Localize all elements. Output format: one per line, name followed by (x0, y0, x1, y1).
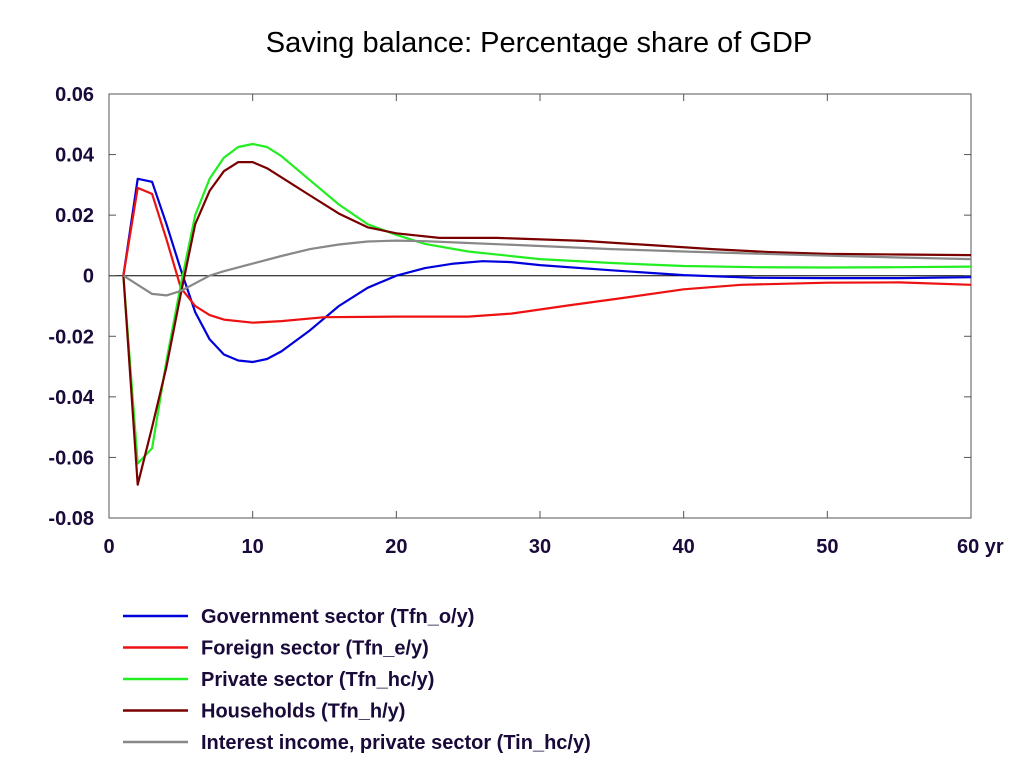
y-tick-label: 0 (83, 266, 94, 288)
x-tick-label: 40 (673, 536, 695, 558)
x-axis: 0 10 20 30 40 50 60 yr (103, 94, 1004, 558)
series-line (122, 161, 972, 486)
y-tick-label: -0.06 (48, 447, 94, 469)
x-tick-label: 60 yr (957, 536, 1004, 558)
legend-label: Interest income, private sector (Tin_hc/… (201, 732, 591, 754)
y-tick-label: -0.04 (48, 387, 94, 409)
legend-label: Households (Tfn_h/y) (201, 701, 405, 723)
x-tick-label: 10 (242, 536, 264, 558)
x-tick-label: 20 (385, 536, 407, 558)
y-tick-label: -0.02 (48, 326, 94, 348)
legend-label: Foreign sector (Tfn_e/y) (201, 638, 429, 660)
series-line (122, 142, 972, 465)
y-tick-label: 0.02 (55, 205, 94, 227)
series-line (122, 239, 972, 297)
series-layer (122, 142, 972, 486)
series-line (122, 177, 972, 364)
y-axis: 0.06 0.04 0.02 0 -0.02 -0.04 -0.06 -0.08 (48, 84, 971, 530)
legend-label: Government sector (Tfn_o/y) (201, 606, 474, 628)
legend: Government sector (Tfn_o/y) Foreign secto… (123, 606, 591, 754)
x-tick-label: 0 (103, 536, 114, 558)
y-tick-label: 0.06 (55, 84, 94, 106)
x-tick-label: 30 (529, 536, 551, 558)
y-tick-label: 0.04 (55, 145, 95, 167)
series-line (122, 186, 972, 324)
chart-title: Saving balance: Percentage share of GDP (266, 27, 813, 59)
x-tick-label: 50 (816, 536, 838, 558)
y-tick-label: -0.08 (48, 508, 94, 530)
legend-label: Private sector (Tfn_hc/y) (201, 669, 434, 691)
plot-frame (108, 93, 972, 519)
